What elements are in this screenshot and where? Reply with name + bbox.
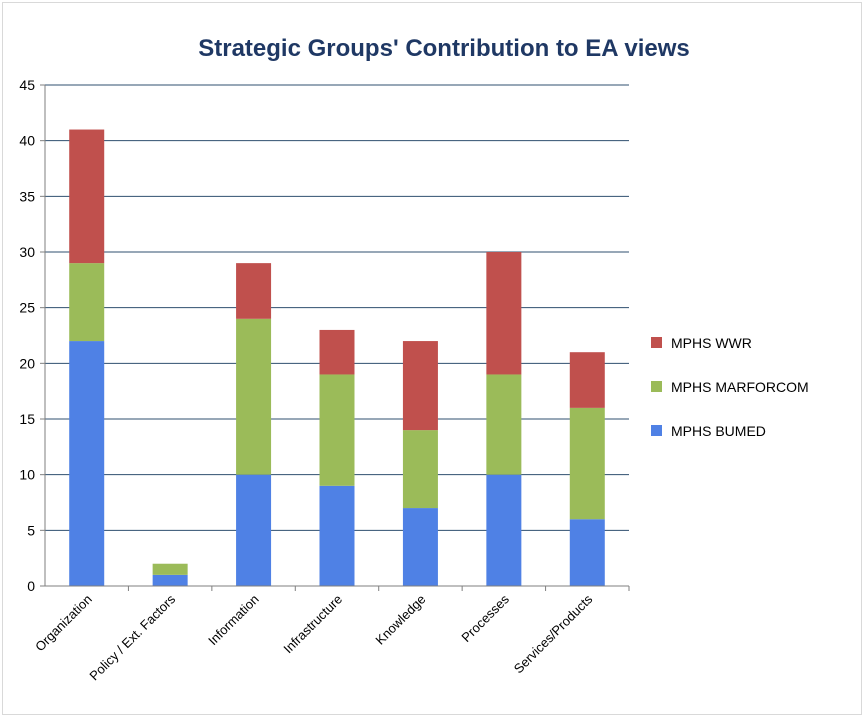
y-axis-ticks: 0 5 10 15 20 25 30 35 40 45 <box>19 77 45 594</box>
bar-mphs-wwr <box>236 263 272 319</box>
x-category-label: Processes <box>458 591 512 645</box>
bar-mphs-bumed <box>236 474 272 586</box>
y-tick-label: 10 <box>19 467 35 483</box>
y-tick-label: 30 <box>19 244 35 260</box>
x-category-label: Policy / Ext. Factors <box>86 591 178 683</box>
bar-mphs-marforcom <box>319 374 355 486</box>
bar-mphs-marforcom <box>236 318 272 475</box>
bar-mphs-marforcom <box>69 263 105 342</box>
x-axis <box>44 85 630 591</box>
y-tick-label: 0 <box>27 578 35 594</box>
legend-swatch <box>651 425 662 436</box>
x-category-label: Services/Products <box>511 591 596 676</box>
legend-label: MPHS WWR <box>671 335 752 351</box>
bar-mphs-wwr <box>69 129 105 264</box>
stacked-bar-chart: Strategic Groups' Contribution to EA vie… <box>19 35 809 683</box>
y-tick-label: 45 <box>19 77 35 93</box>
bar-mphs-bumed <box>486 474 522 586</box>
bar-mphs-marforcom <box>486 374 522 475</box>
x-category-label: Knowledge <box>372 592 428 648</box>
y-tick-label: 5 <box>27 522 35 538</box>
bar-mphs-wwr <box>402 341 438 431</box>
bar-mphs-bumed <box>319 485 355 586</box>
bar-mphs-bumed <box>402 508 438 586</box>
legend-label: MPHS MARFORCOM <box>671 379 809 395</box>
bar-mphs-bumed <box>152 574 188 586</box>
bar-mphs-wwr <box>569 352 605 408</box>
y-tick-label: 40 <box>19 133 35 149</box>
chart-title: Strategic Groups' Contribution to EA vie… <box>198 35 690 62</box>
legend: MPHS WWR MPHS MARFORCOM MPHS BUMED <box>651 335 809 439</box>
y-tick-label: 15 <box>19 411 35 427</box>
bar-mphs-marforcom <box>569 407 605 520</box>
x-category-label: Information <box>205 592 262 649</box>
bars <box>69 129 605 586</box>
bar-mphs-wwr <box>319 329 355 375</box>
y-tick-label: 35 <box>19 188 35 204</box>
y-tick-label: 20 <box>19 355 35 371</box>
bar-mphs-bumed <box>569 519 605 586</box>
legend-swatch <box>651 337 662 348</box>
legend-swatch <box>651 381 662 392</box>
legend-label: MPHS BUMED <box>671 423 766 439</box>
x-category-label: Infrastructure <box>280 592 345 657</box>
bar-mphs-marforcom <box>402 430 438 509</box>
x-category-label: Organization <box>32 592 95 655</box>
bar-mphs-wwr <box>486 252 522 375</box>
gridlines <box>45 84 629 531</box>
bar-mphs-marforcom <box>152 563 188 575</box>
bar-mphs-bumed <box>69 341 105 586</box>
y-tick-label: 25 <box>19 300 35 316</box>
